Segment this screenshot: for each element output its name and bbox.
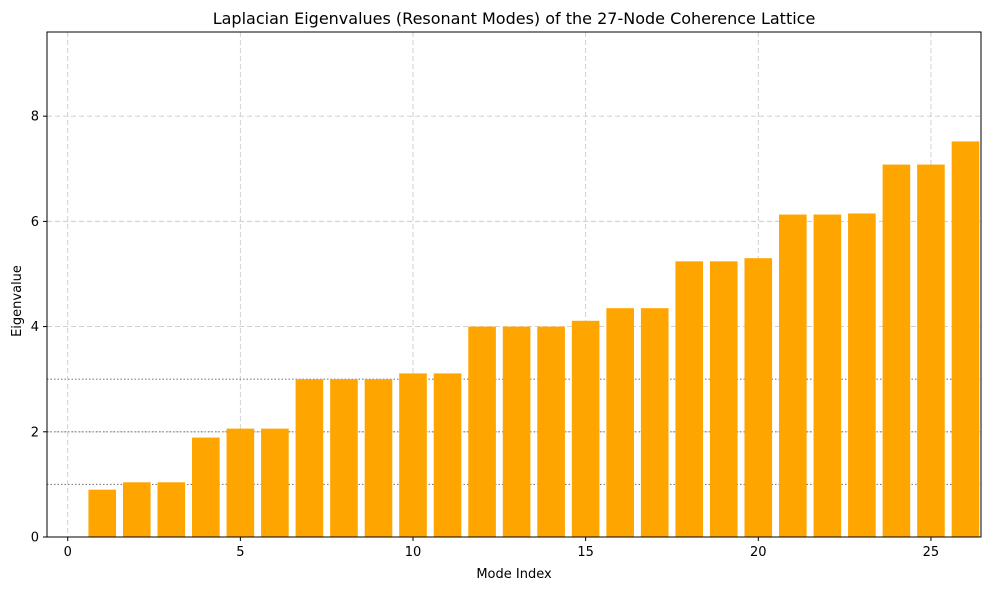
y-axis-ticks: 0 2 4 6 8 [31,110,47,546]
y-axis-label: Eigenvalue [10,265,25,337]
x-axis-label: Mode Index [476,567,552,582]
y-tick-label: 0 [31,531,39,546]
plot-frame [46,31,982,538]
bar [951,141,980,537]
x-tick-label: 20 [750,545,767,560]
bar [330,379,358,537]
y-tick-label: 8 [31,110,39,125]
x-tick-label: 0 [64,545,72,560]
bar [468,326,496,537]
x-tick-label: 15 [577,545,594,560]
bar [709,261,738,537]
bar [917,164,945,537]
bar [295,379,324,537]
x-axis-ticks: 0 5 10 15 20 25 [64,537,940,560]
bar [157,482,186,537]
x-tick-label: 10 [405,545,422,560]
bar [744,258,773,537]
bar [675,261,704,537]
bar [640,308,669,537]
bar [882,164,911,537]
y-tick-label: 6 [31,215,39,230]
y-tick-label: 4 [31,320,39,335]
bar [192,437,220,537]
bar [537,326,565,537]
bar [399,373,427,537]
bar [779,214,807,538]
bar [848,213,876,537]
bar [433,373,462,537]
bars [88,141,980,538]
bar [606,308,634,537]
y-tick-label: 2 [31,425,39,440]
chart-title: Laplacian Eigenvalues (Resonant Modes) o… [213,9,816,28]
x-tick-label: 5 [236,545,244,560]
bar [571,320,600,537]
bar [226,428,255,537]
bar [813,214,842,538]
bar [88,489,117,537]
bar [502,326,531,537]
bar [122,482,151,537]
bar [364,379,393,537]
bar [261,428,289,537]
x-tick-label: 25 [923,545,940,560]
